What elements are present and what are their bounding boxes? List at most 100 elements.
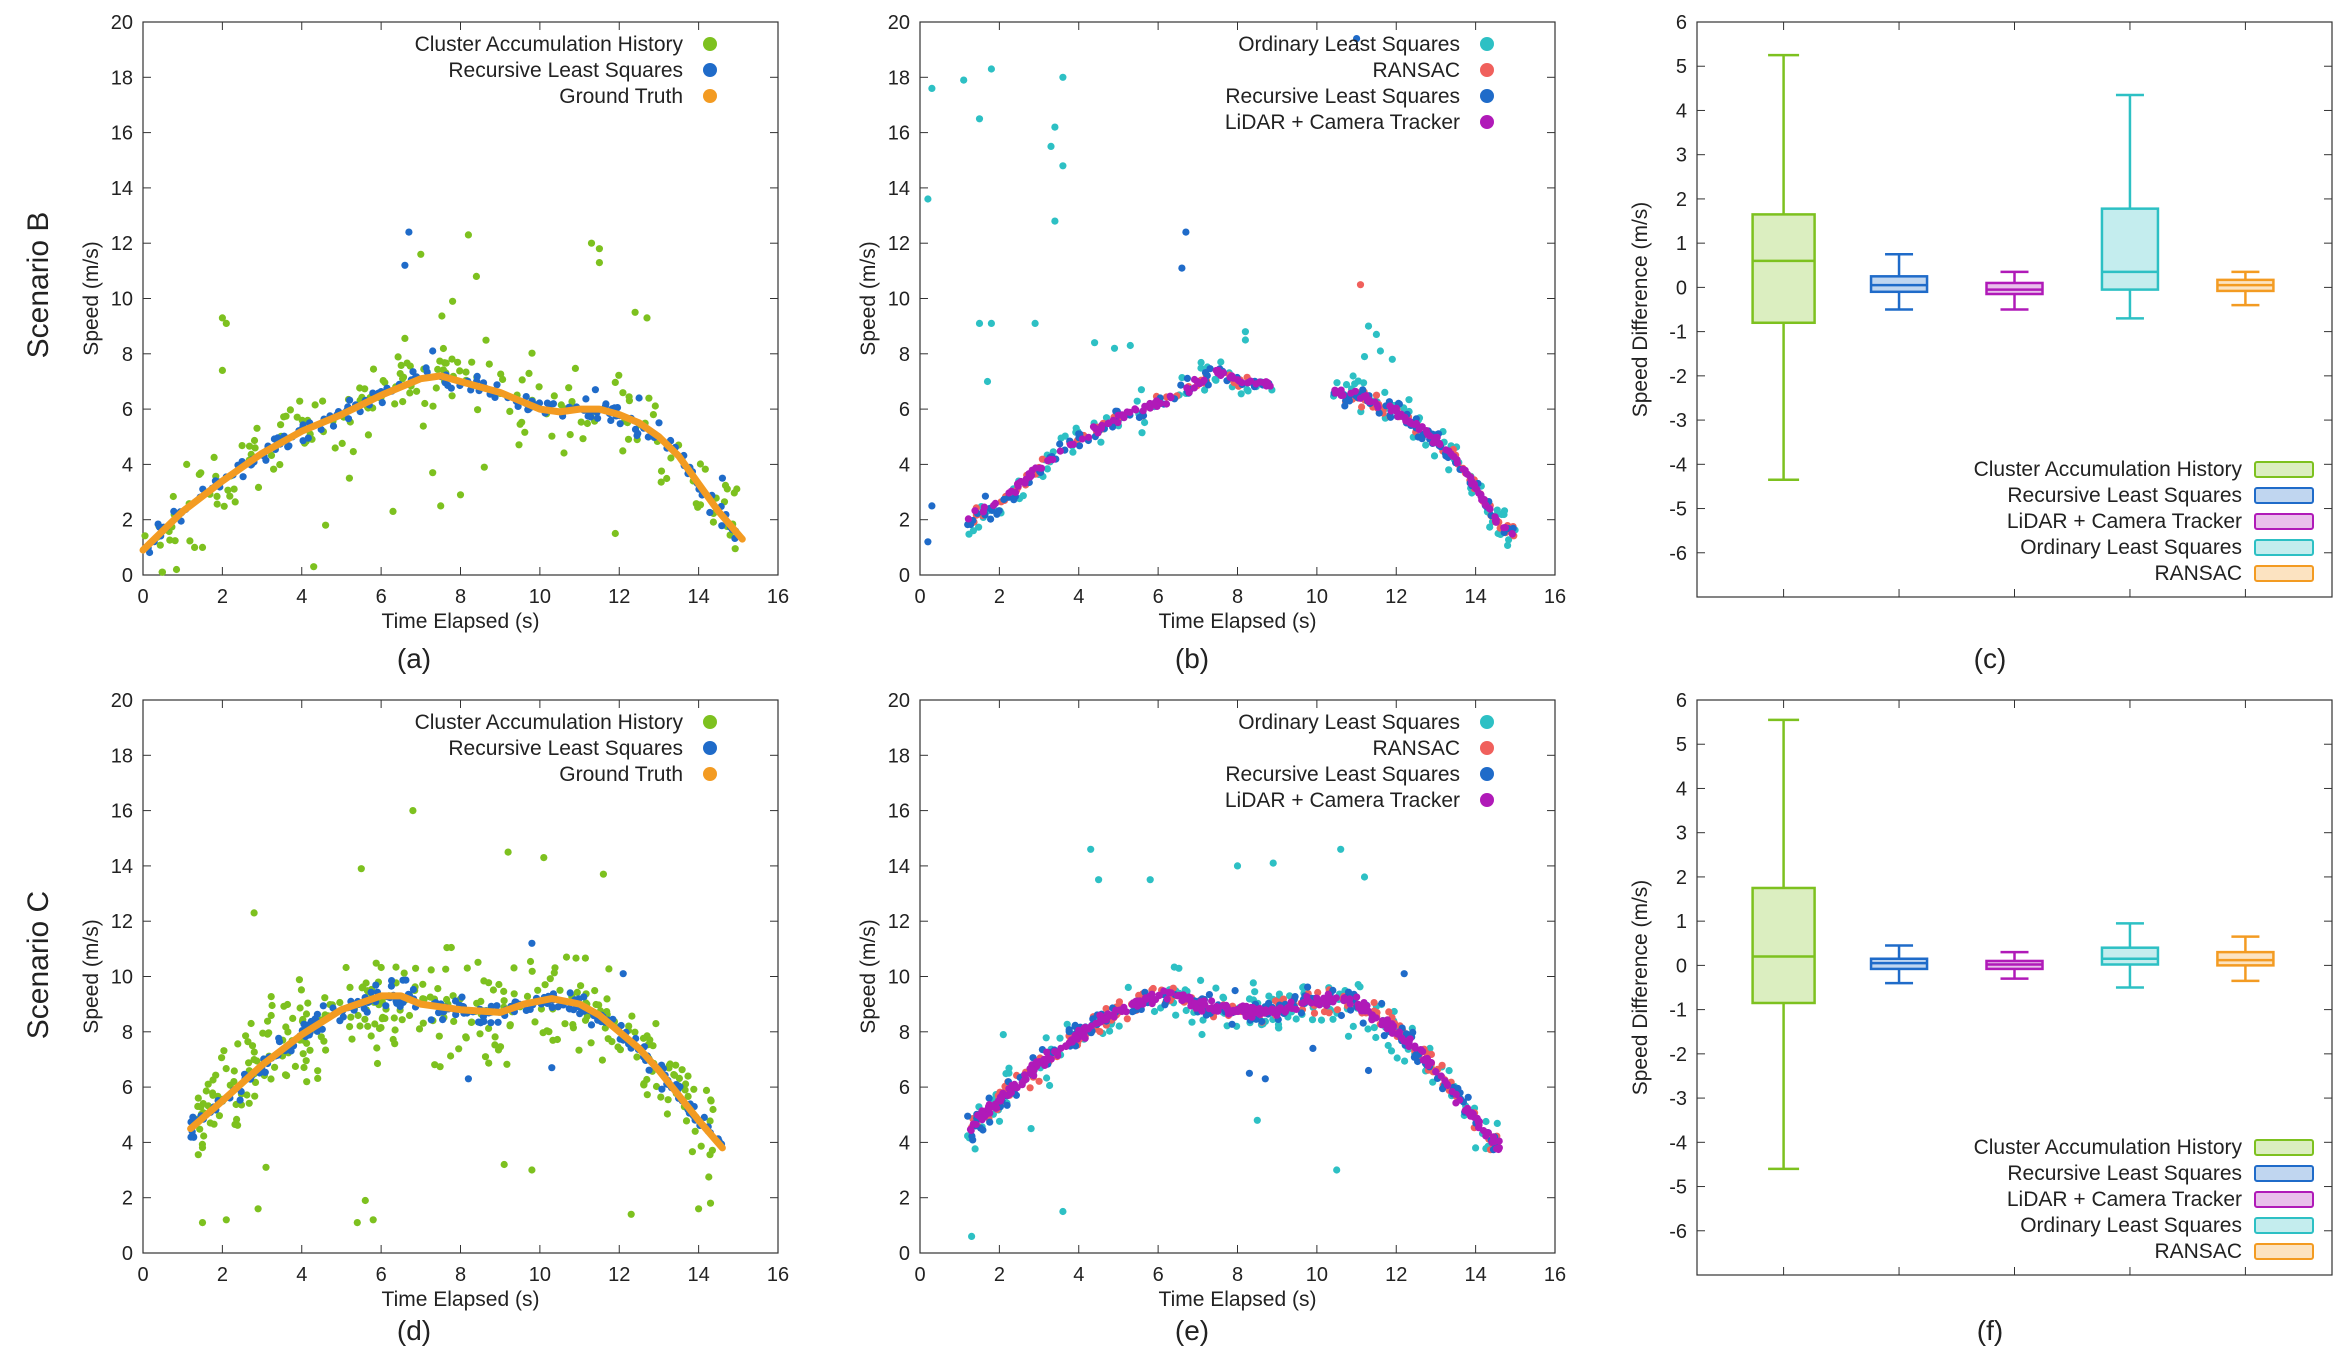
data-point <box>427 966 435 974</box>
data-point <box>474 958 482 966</box>
legend-swatch <box>2254 487 2314 504</box>
data-point <box>250 436 259 445</box>
data-point <box>493 381 501 389</box>
data-point <box>448 355 456 363</box>
data-point <box>1247 377 1255 385</box>
data-point <box>300 1063 308 1072</box>
data-point <box>347 1013 355 1021</box>
data-point <box>645 1066 653 1074</box>
data-point <box>1256 1004 1264 1013</box>
data-point <box>254 483 263 491</box>
data-point <box>247 1019 255 1028</box>
data-point <box>1062 1042 1070 1051</box>
data-point <box>1362 392 1370 400</box>
data-point <box>275 1034 283 1042</box>
data-point <box>619 970 627 978</box>
data-point <box>701 465 709 473</box>
y-tick-label: 4 <box>1676 778 1687 800</box>
data-point <box>1193 377 1201 385</box>
data-point <box>1313 994 1321 1002</box>
data-point <box>1182 1006 1190 1015</box>
data-point <box>224 486 232 494</box>
data-point <box>198 1219 207 1227</box>
data-point <box>1344 988 1353 996</box>
y-tick-label: 20 <box>888 690 910 712</box>
series-ground-truth <box>139 372 746 554</box>
data-point <box>491 1041 499 1049</box>
data-point <box>548 1003 557 1011</box>
data-point <box>1258 1017 1266 1026</box>
data-point <box>1201 386 1209 394</box>
data-point <box>1354 981 1362 989</box>
data-point <box>220 502 228 510</box>
legend: Cluster Accumulation History Recursive Le… <box>415 711 717 786</box>
data-point <box>230 1078 238 1086</box>
data-point <box>230 1067 238 1075</box>
data-point <box>525 369 533 377</box>
data-point <box>582 395 590 403</box>
data-point <box>477 1019 485 1027</box>
data-point <box>454 358 462 366</box>
y-tick-label: 6 <box>899 1077 910 1099</box>
data-point <box>1234 1007 1242 1016</box>
data-point <box>1138 429 1146 437</box>
data-point <box>346 1023 354 1031</box>
data-point <box>464 1075 472 1083</box>
y-tick-label: 8 <box>899 344 910 366</box>
legend-swatch <box>2254 1243 2314 1260</box>
data-point <box>472 272 480 280</box>
data-point <box>322 1046 330 1054</box>
data-point <box>1392 407 1401 415</box>
data-point <box>599 870 608 878</box>
data-point <box>616 420 624 428</box>
legend-label: Recursive Least Squares <box>1225 85 1460 108</box>
data-point <box>419 1019 427 1027</box>
data-point <box>406 389 414 397</box>
data-point <box>971 507 979 515</box>
data-point <box>1445 466 1453 474</box>
data-point <box>709 518 718 526</box>
data-point <box>1141 418 1149 427</box>
x-tick-label: 0 <box>914 1264 925 1286</box>
y-tick-label: 20 <box>111 690 133 712</box>
y-tick-label: 12 <box>111 911 133 933</box>
x-tick-label: 2 <box>217 1264 228 1286</box>
data-point <box>248 1042 257 1050</box>
data-point <box>310 563 318 571</box>
data-point <box>367 1032 375 1040</box>
data-point <box>1129 999 1137 1007</box>
data-point <box>1492 518 1500 526</box>
data-point <box>222 1065 230 1073</box>
data-point <box>706 1151 714 1159</box>
data-point <box>261 1068 269 1076</box>
data-point <box>270 435 278 443</box>
data-point <box>1337 1011 1345 1020</box>
data-point <box>1128 1008 1136 1016</box>
data-point <box>398 1016 406 1024</box>
data-point <box>966 1125 975 1133</box>
data-point <box>1089 423 1098 431</box>
y-tick-label: 20 <box>888 12 910 34</box>
data-point <box>1264 379 1272 387</box>
data-point <box>1005 1064 1013 1072</box>
legend-marker <box>703 37 717 51</box>
data-point <box>1251 988 1259 996</box>
data-point <box>442 965 450 973</box>
data-point <box>1043 1074 1051 1082</box>
box-cluster-accumulation-history <box>1751 718 1816 1171</box>
data-point <box>553 1035 562 1044</box>
data-point <box>646 1036 654 1044</box>
data-point <box>1010 496 1018 504</box>
data-point <box>971 1145 979 1153</box>
data-point <box>1429 1078 1437 1086</box>
data-point <box>378 399 386 407</box>
legend-label: Cluster Accumulation History <box>415 33 684 56</box>
data-point <box>924 195 932 203</box>
data-point <box>691 1127 699 1135</box>
y-tick-label: 4 <box>122 454 133 476</box>
y-tick-label: 16 <box>888 801 910 823</box>
data-point <box>1414 1057 1422 1066</box>
series-lidar-camera-tracker <box>966 987 1503 1154</box>
data-point <box>1353 35 1361 43</box>
